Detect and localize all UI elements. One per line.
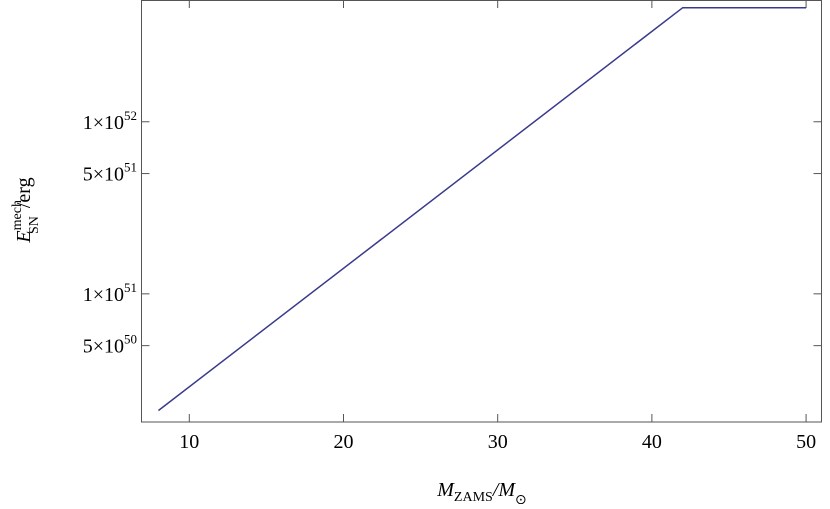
y-tick-mantissa: 5×10 (83, 336, 124, 358)
y-tick-exponent: 50 (124, 332, 137, 347)
y-tick-exponent: 51 (124, 160, 137, 175)
x-tick-label: 40 (642, 431, 662, 453)
y-tick-label: 1×1052 (83, 108, 137, 134)
y-tick-exponent: 52 (124, 108, 137, 123)
x-axis-label: MZAMS/M⊙ (436, 479, 527, 504)
x-tick-label: 50 (796, 431, 816, 453)
y-tick-mantissa: 5×10 (83, 164, 124, 186)
y-tick-mantissa: 1×10 (83, 112, 124, 134)
x-tick-label: 20 (333, 431, 353, 453)
y-tick-label: 1×1051 (83, 280, 137, 306)
x-tick-label: 30 (488, 431, 508, 453)
plot-frame (141, 0, 822, 423)
data-line (158, 6, 807, 412)
x-tick-label: 10 (179, 431, 199, 453)
y-tick-exponent: 51 (124, 280, 137, 295)
y-tick-label: 5×1051 (83, 160, 137, 186)
y-tick-label: 5×1050 (83, 332, 137, 358)
y-axis-label: Emech SN/erg (10, 177, 42, 243)
y-tick-mantissa: 1×10 (83, 284, 124, 306)
